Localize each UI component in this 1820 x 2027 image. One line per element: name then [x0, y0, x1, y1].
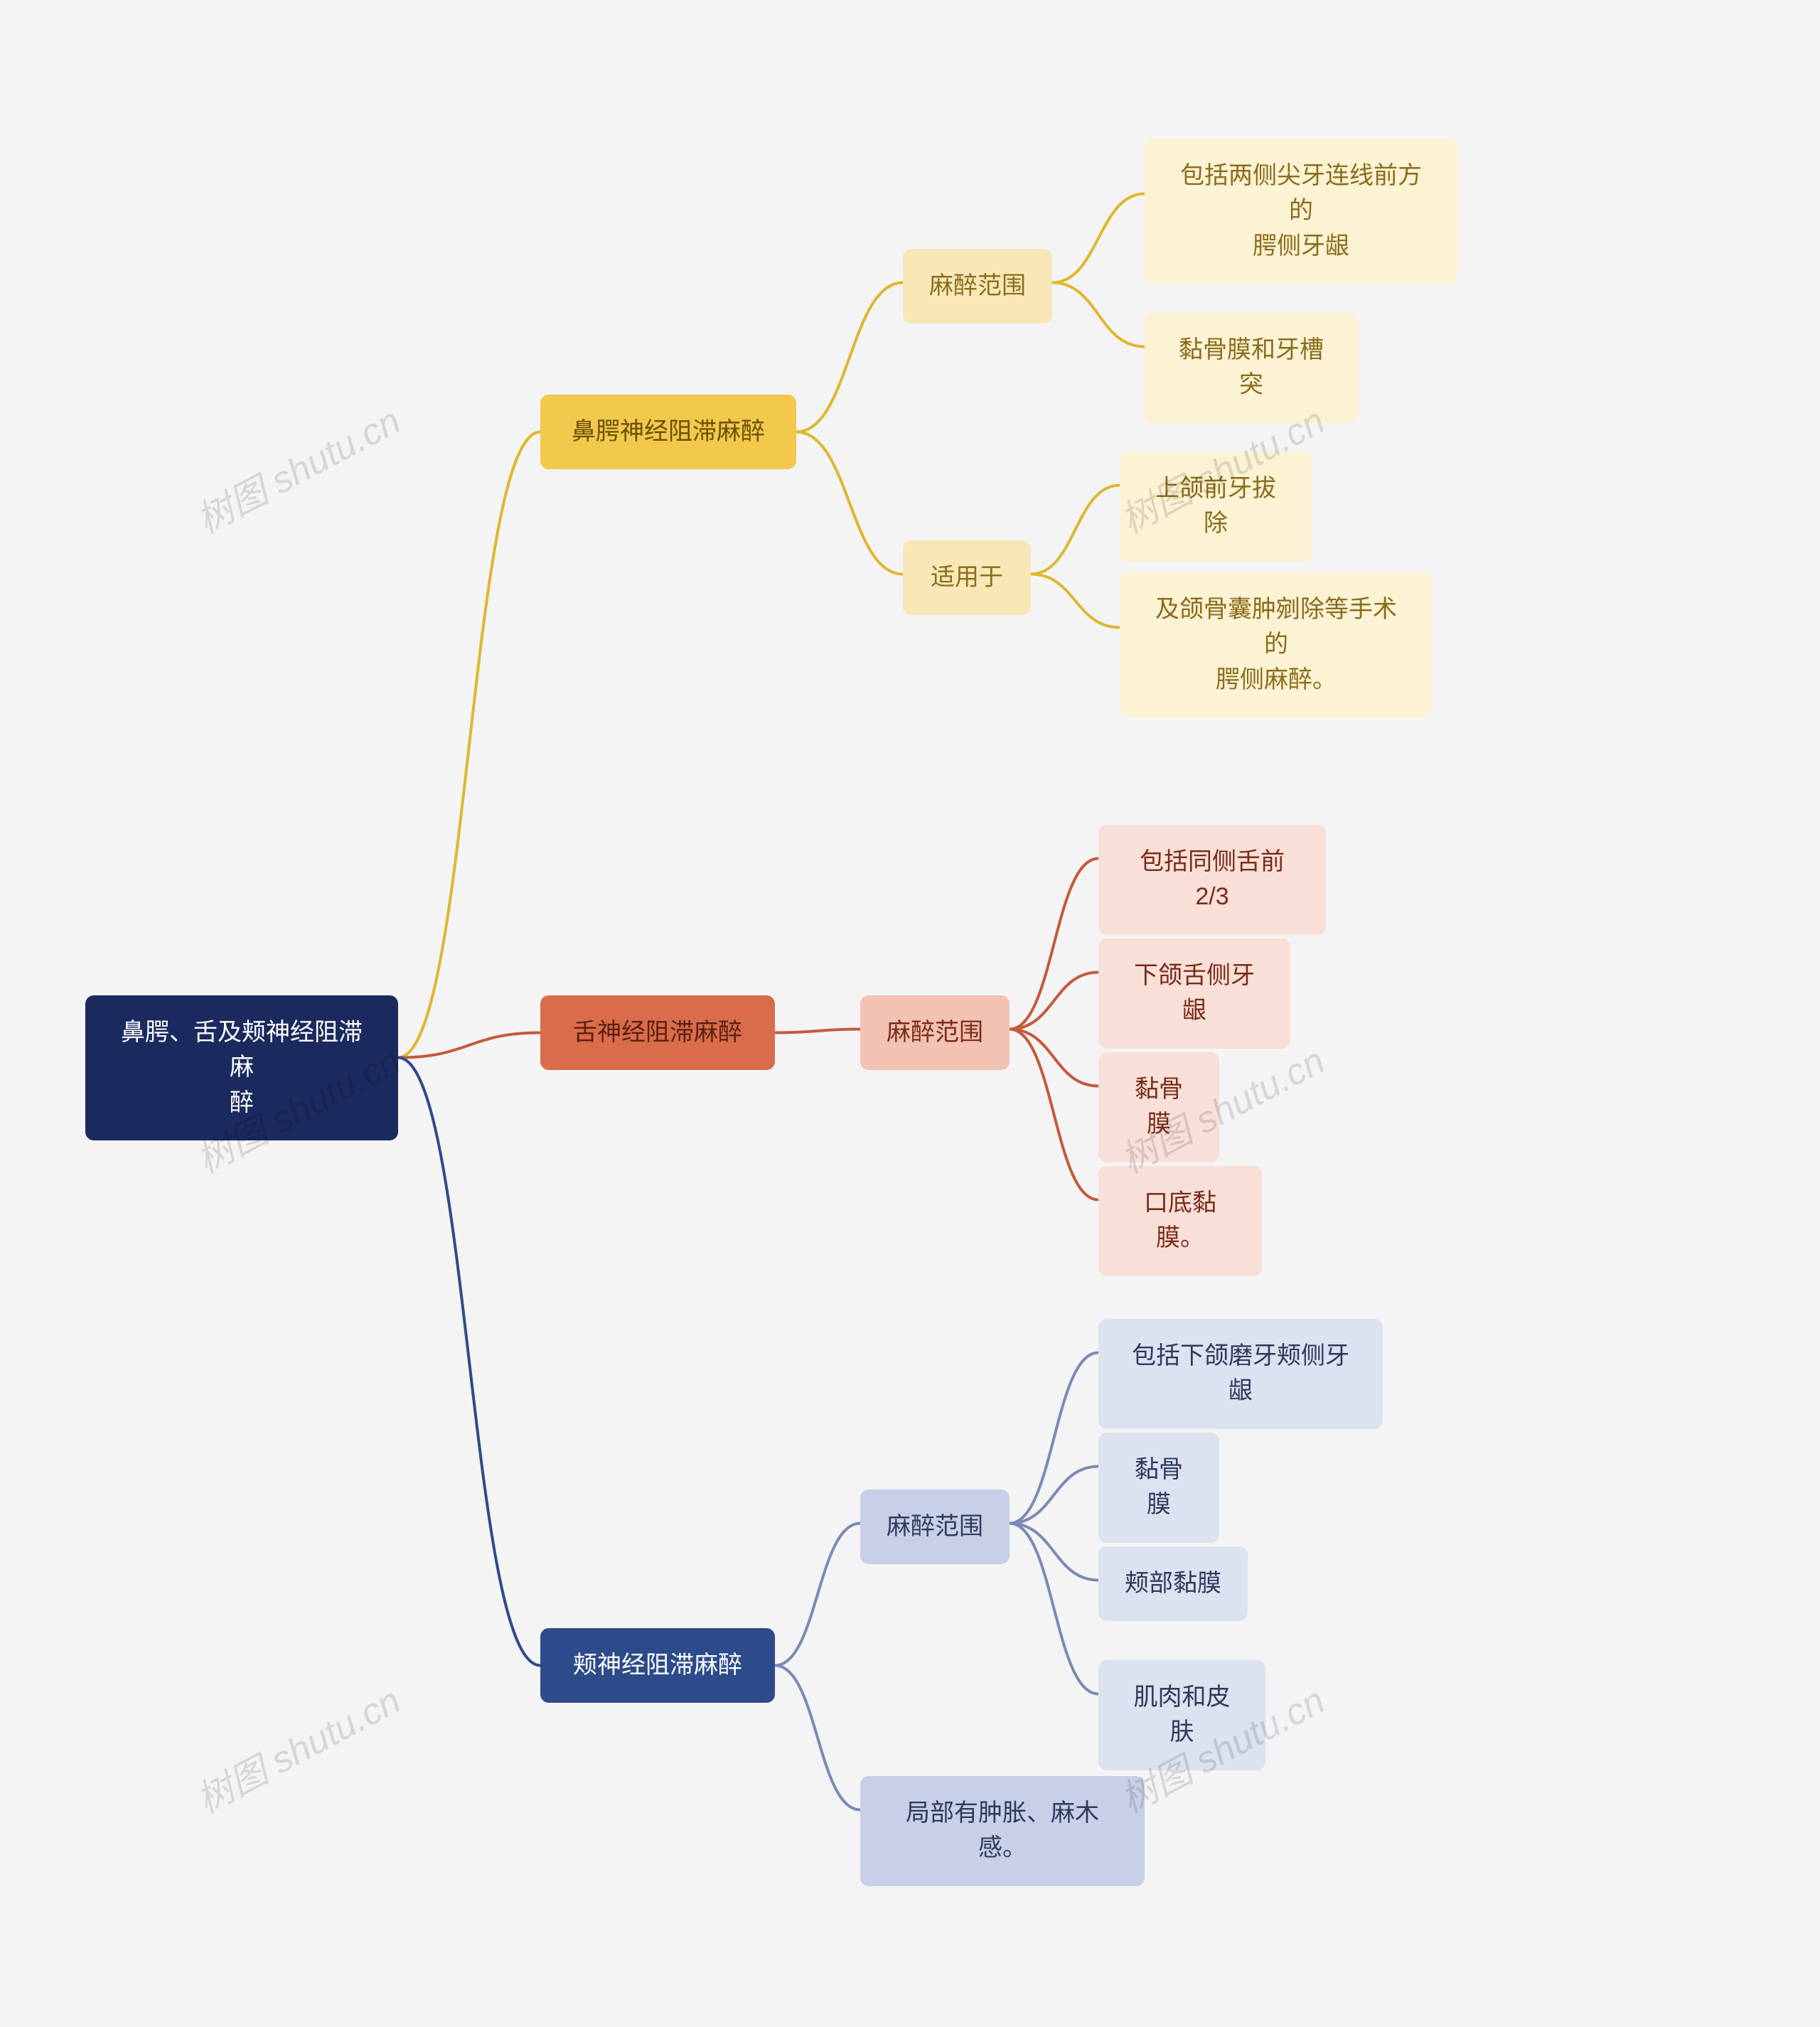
watermark: 树图 shutu.cn	[186, 1671, 408, 1823]
mindmap-node[interactable]: 颊神经阻滞麻醉	[540, 1628, 775, 1703]
mindmap-node[interactable]: 口底黏膜。	[1098, 1166, 1262, 1276]
mindmap-node[interactable]: 鼻腭神经阻滞麻醉	[540, 395, 796, 469]
mindmap-node[interactable]: 麻醉范围	[860, 1490, 1010, 1564]
mindmap-node[interactable]: 麻醉范围	[903, 249, 1052, 323]
watermark: 树图 shutu.cn	[186, 391, 408, 543]
mindmap-node[interactable]: 麻醉范围	[860, 995, 1010, 1070]
mindmap-node[interactable]: 局部有肿胀、麻木感。	[860, 1776, 1145, 1886]
mindmap-node[interactable]: 颊部黏膜	[1098, 1546, 1248, 1621]
mindmap-node[interactable]: 适用于	[903, 540, 1031, 615]
mindmap-node[interactable]: 黏骨膜	[1098, 1433, 1219, 1543]
mindmap-node[interactable]: 黏骨膜和牙槽突	[1145, 313, 1358, 423]
mindmap-node[interactable]: 上颌前牙拔除	[1120, 451, 1312, 562]
mindmap-node[interactable]: 包括下颌磨牙颊侧牙龈	[1098, 1319, 1383, 1429]
mindmap-canvas: 鼻腭、舌及颊神经阻滞麻 醉鼻腭神经阻滞麻醉麻醉范围包括两侧尖牙连线前方的 腭侧牙…	[0, 0, 1820, 2027]
mindmap-node[interactable]: 下颌舌侧牙龈	[1098, 938, 1290, 1049]
mindmap-node[interactable]: 包括两侧尖牙连线前方的 腭侧牙龈	[1145, 139, 1457, 284]
mindmap-node[interactable]: 黏骨膜	[1098, 1052, 1219, 1162]
mindmap-node[interactable]: 及颌骨囊肿剜除等手术的 腭侧麻醉。	[1120, 572, 1433, 717]
mindmap-node[interactable]: 舌神经阻滞麻醉	[540, 995, 775, 1070]
mindmap-node[interactable]: 包括同侧舌前2/3	[1098, 825, 1326, 935]
mindmap-node[interactable]: 肌肉和皮肤	[1098, 1660, 1265, 1770]
root-node[interactable]: 鼻腭、舌及颊神经阻滞麻 醉	[85, 995, 398, 1140]
